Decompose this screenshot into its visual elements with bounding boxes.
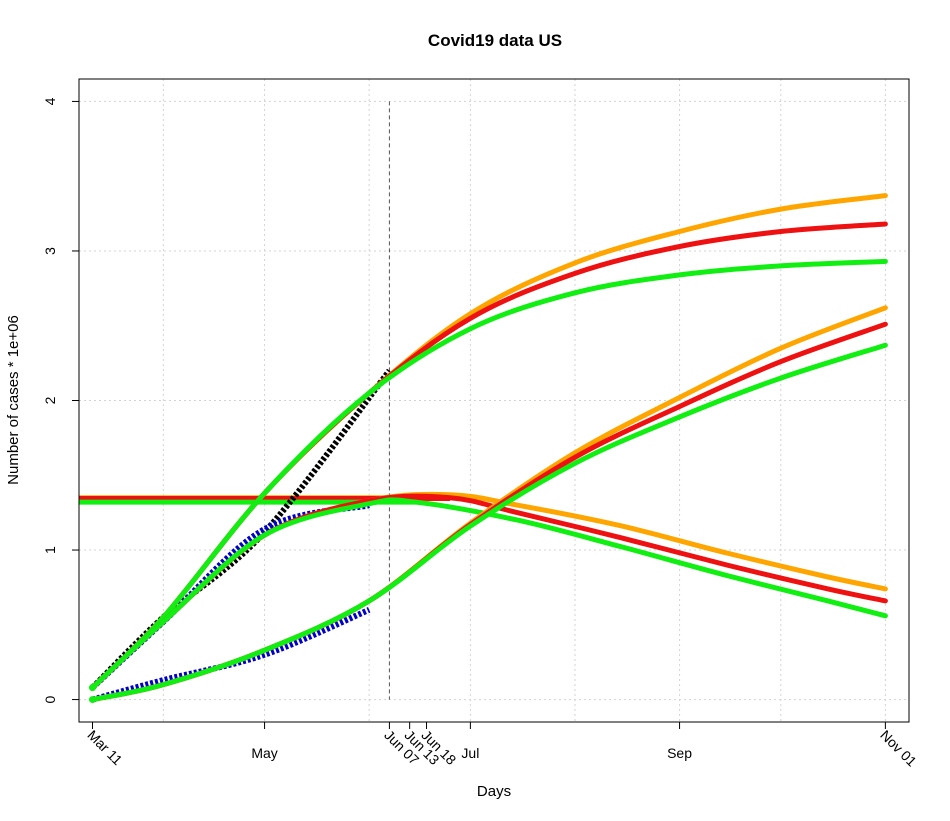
start-point-1 [88,696,96,704]
series-line-2 [90,258,888,691]
y-axis: 0 1 2 3 4 [42,97,80,703]
x-tick-label: Jul [461,745,479,761]
x-tick-label: May [251,745,277,761]
series-layer [79,193,888,704]
y-tick-label: 3 [42,247,58,255]
observed-series-2 [91,607,371,703]
observed-series-0 [90,368,392,690]
x-tick-label: Mar 11 [84,727,126,769]
x-axis-label: Days [477,783,511,800]
y-axis-label: Number of cases * 1e+06 [5,315,22,485]
y-tick-label: 0 [42,695,58,703]
x-tick-label: Nov 01 [877,727,920,770]
x-tick-label: Sep [667,745,692,761]
series-line-0 [90,193,888,691]
grid [79,79,909,722]
series-line-5 [90,497,888,691]
series-line-8 [90,342,888,703]
series-line-3 [90,491,888,691]
series-line-1 [90,221,888,691]
y-tick-label: 4 [42,97,58,105]
y-tick-label: 1 [42,546,58,554]
chart-title: Covid19 data US [428,31,562,50]
start-point-0 [88,684,96,692]
series-line-4 [90,493,888,691]
y-tick-label: 2 [42,396,58,404]
